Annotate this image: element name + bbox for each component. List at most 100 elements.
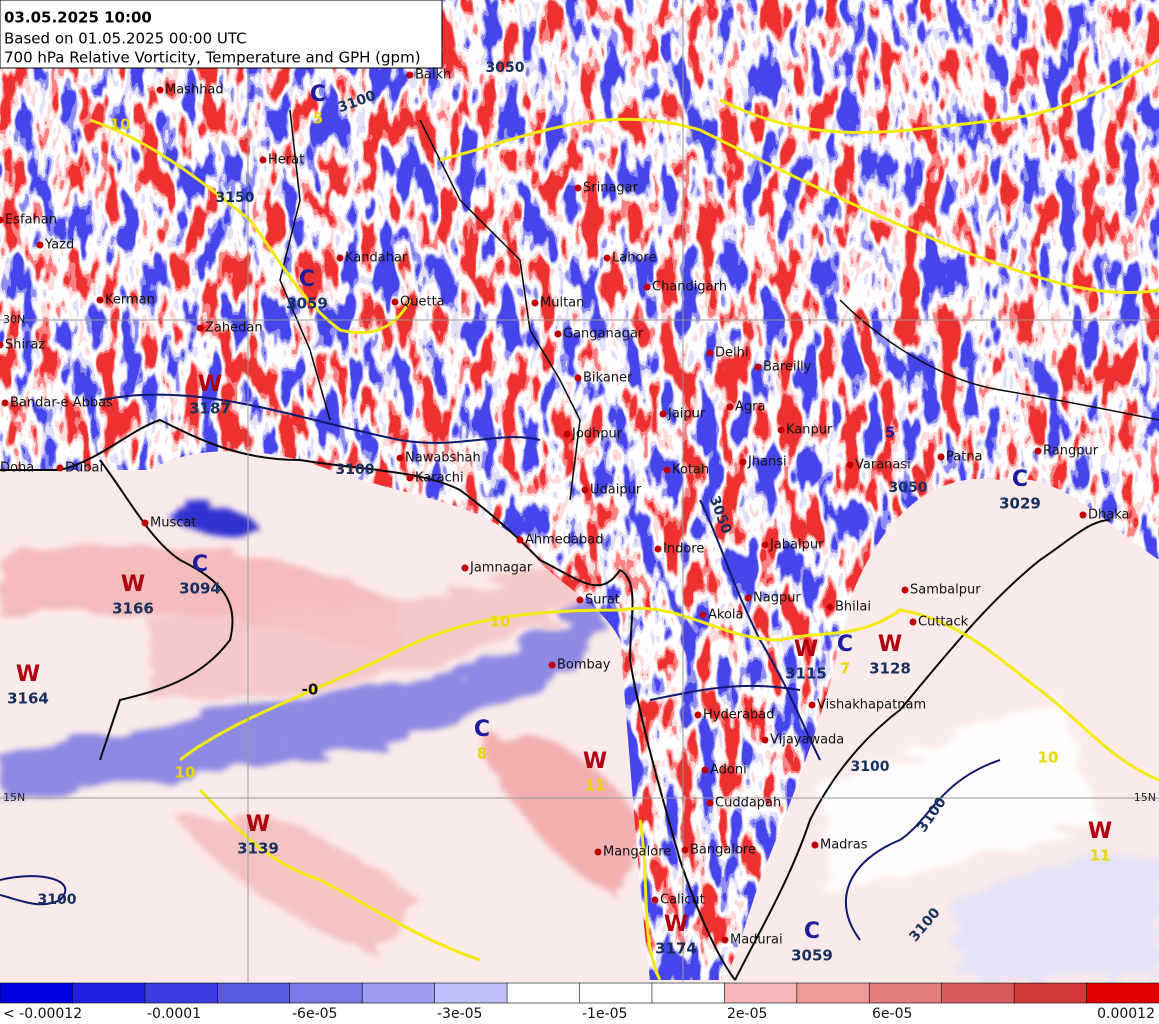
- pressure-value: 5: [313, 110, 323, 128]
- city-dot: [554, 330, 562, 338]
- city-dot: [576, 596, 584, 604]
- city-label: Karachi: [415, 471, 464, 486]
- pressure-value: 3174: [655, 940, 697, 958]
- pressure-letter: W: [1088, 819, 1112, 844]
- city-dot: [777, 426, 785, 434]
- city-dot: [811, 841, 819, 849]
- city-label: Herat: [268, 153, 304, 168]
- city-dot: [406, 71, 414, 79]
- pressure-letter: C: [192, 552, 208, 577]
- city-dot: [761, 736, 769, 744]
- pressure-value: 3115: [785, 665, 827, 683]
- city-dot: [563, 430, 571, 438]
- latitude-label: 15N: [1134, 791, 1156, 804]
- colorbar-swatch: [434, 982, 508, 1004]
- city-dot: [808, 701, 816, 709]
- city-dot: [726, 403, 734, 411]
- city-dot: [706, 349, 714, 357]
- latitude-label: 15N: [3, 791, 25, 804]
- gph-contour-label: 3100: [851, 759, 890, 775]
- pressure-value: 3059: [791, 947, 833, 965]
- pressure-value: 3094: [179, 580, 221, 598]
- header-box: [0, 0, 443, 69]
- pressure-letter: C: [474, 717, 490, 742]
- city-label: Kandahar: [345, 251, 408, 266]
- header-date: 03.05.2025 10:00: [4, 9, 152, 27]
- header-title: 700 hPa Relative Vorticity, Temperature …: [4, 49, 421, 67]
- pressure-letter: W: [198, 372, 222, 397]
- pressure-letter: W: [583, 749, 607, 774]
- city-label: Surat: [585, 593, 620, 608]
- city-dot: [396, 454, 404, 462]
- colorbar-swatch: [506, 982, 581, 1004]
- city-label: Bareilly: [763, 360, 812, 375]
- pressure-letter: W: [664, 912, 688, 937]
- city-label: Kanpur: [786, 423, 833, 438]
- city-label: Varanasi: [855, 458, 911, 473]
- gph-contour-label: 3100: [336, 462, 375, 478]
- pressure-letter: C: [837, 632, 853, 657]
- pressure-value: 3187: [189, 400, 231, 418]
- colorbar-swatch: [579, 982, 653, 1004]
- pressure-value: 8: [477, 745, 487, 763]
- city-label: Bhilai: [835, 600, 871, 615]
- city-dot: [909, 618, 917, 626]
- pressure-value: 3166: [112, 600, 154, 618]
- city-label: Patna: [946, 450, 983, 465]
- city-label: Delhi: [715, 346, 748, 361]
- colorbar-swatch: [724, 982, 798, 1004]
- temperature-contour-label: 10: [110, 116, 131, 134]
- city-dot: [706, 799, 714, 807]
- city-dot: [574, 374, 582, 382]
- city-dot: [594, 848, 602, 856]
- city-label: Mangalore: [603, 845, 671, 860]
- city-dot: [96, 296, 104, 304]
- city-dot: [406, 474, 414, 482]
- colorbar-label: 2e-05: [727, 1006, 767, 1022]
- city-dot: [391, 298, 399, 306]
- pressure-value: 11: [1090, 847, 1111, 865]
- temperature-contour-label: 5: [885, 424, 895, 442]
- city-dot: [603, 254, 611, 262]
- pressure-value: 3029: [999, 495, 1041, 513]
- pressure-letter: W: [878, 632, 902, 657]
- temperature-contour-label: 10: [1038, 749, 1059, 767]
- city-dot: [1, 399, 9, 407]
- city-label: Madurai: [730, 933, 783, 948]
- colorbar-swatch: [941, 982, 1015, 1004]
- city-label: Rangpur: [1043, 444, 1099, 459]
- city-label: Ahmedabad: [525, 533, 603, 548]
- colorbar-swatch: [217, 982, 291, 1004]
- colorbar: < -0.00012 -0.0001 -6e-05 -3e-05 -1e-05 2e-05…: [0, 982, 1159, 1022]
- pressure-value: 3059: [286, 295, 328, 313]
- city-label: Yazd: [44, 238, 74, 253]
- city-label: Indore: [663, 542, 704, 557]
- pressure-value: 11: [585, 777, 606, 795]
- city-dot: [659, 410, 667, 418]
- city-dot: [651, 896, 659, 904]
- city-dot: [156, 86, 164, 94]
- city-dot: [581, 486, 589, 494]
- vorticity-field: [0, 499, 1159, 980]
- pressure-letter: C: [804, 919, 820, 944]
- pressure-letter: C: [299, 267, 315, 292]
- colorbar-label: -6e-05: [292, 1006, 337, 1022]
- city-dot: [701, 766, 709, 774]
- city-label: Hyderabad: [703, 708, 775, 723]
- city-dot: [516, 536, 524, 544]
- coastlines-borders: [0, 109, 1159, 981]
- colorbar-label: -3e-05: [437, 1006, 482, 1022]
- pressure-letter: C: [310, 82, 326, 107]
- colorbar-swatch: [361, 982, 436, 1004]
- city-dot: [739, 458, 747, 466]
- city-label: Calicut: [660, 893, 705, 908]
- colorbar-swatch: [289, 982, 363, 1004]
- colorbar-swatch: [868, 982, 943, 1004]
- city-label: Jamnagar: [469, 561, 533, 576]
- city-dot: [461, 564, 469, 572]
- labels: Mashhad Herat Balkh Kandahar Quetta Kerman Zah…: [0, 60, 1156, 965]
- city-dot: [36, 241, 44, 249]
- city-dot: [744, 594, 752, 602]
- colorbar-label: < -0.00012: [3, 1006, 82, 1022]
- city-label: Chandigarh: [652, 280, 727, 295]
